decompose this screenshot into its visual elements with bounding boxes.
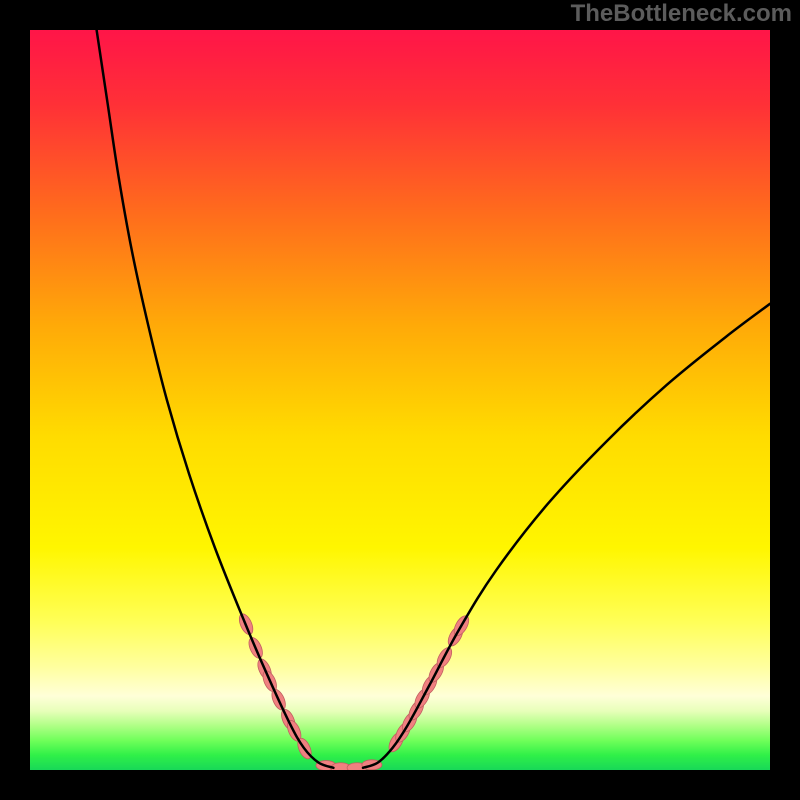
chart-background [30,30,770,770]
watermark-text: TheBottleneck.com [571,0,792,28]
plot-area [30,30,770,770]
chart-container: TheBottleneck.com [0,0,800,800]
